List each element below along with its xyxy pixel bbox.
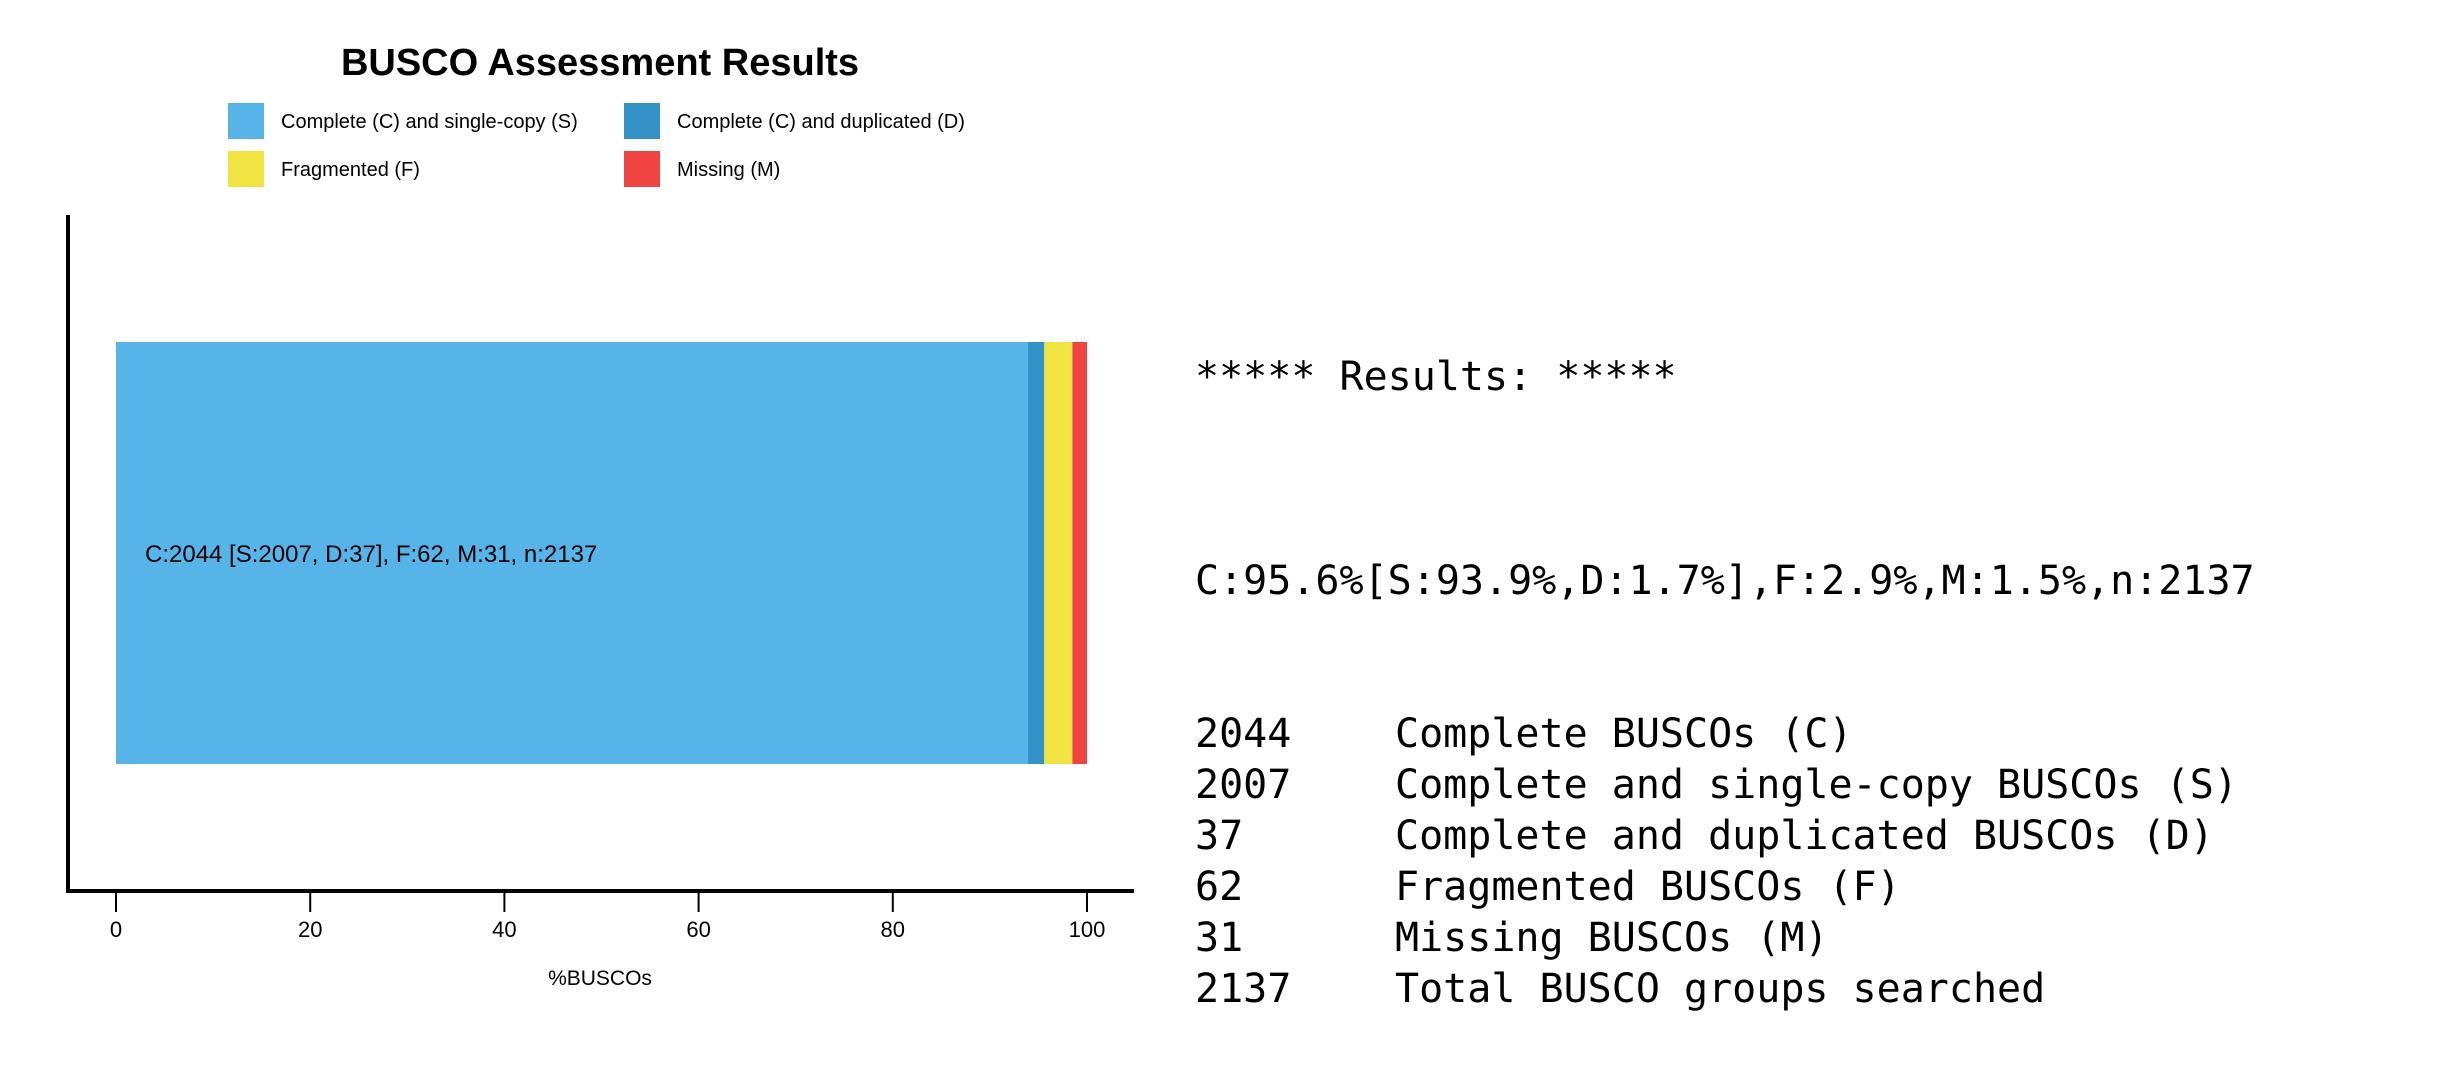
chart-title: BUSCO Assessment Results bbox=[341, 42, 859, 84]
x-tick-label: 100 bbox=[1069, 917, 1106, 942]
busco-chart: BUSCO Assessment Results Complete (C) an… bbox=[66, 42, 1134, 990]
x-axis-ticks: 0 20 40 60 80 100 bbox=[110, 892, 1105, 942]
bar-label: C:2044 [S:2007, D:37], F:62, M:31, n:213… bbox=[145, 541, 597, 568]
results-row: 37 Complete and duplicated BUSCOs (D) bbox=[1195, 811, 2255, 862]
legend-swatch bbox=[228, 151, 264, 187]
results-table: 2044 Complete BUSCOs (C) 2007 Complete and … bbox=[1195, 709, 2255, 1015]
results-row: 62 Fragmented BUSCOs (F) bbox=[1195, 862, 2255, 913]
x-tick-label: 40 bbox=[492, 917, 516, 942]
bar-segment bbox=[1044, 342, 1073, 764]
stacked-bar bbox=[116, 342, 1087, 764]
legend-swatch bbox=[624, 103, 660, 139]
results-count: 2007 bbox=[1195, 762, 1292, 808]
x-tick-label: 80 bbox=[881, 917, 905, 942]
results-row: 2007 Complete and single-copy BUSCOs (S) bbox=[1195, 760, 2255, 811]
results-header: ***** Results: ***** bbox=[1195, 354, 1677, 400]
bar-segment bbox=[1072, 342, 1087, 764]
results-row: 2137 Total BUSCO groups searched bbox=[1195, 964, 2255, 1015]
x-tick-label: 20 bbox=[298, 917, 322, 942]
bar-segment bbox=[116, 342, 1028, 764]
results-count: 2044 bbox=[1195, 711, 1292, 757]
legend-label: Missing (M) bbox=[677, 159, 780, 181]
x-axis-label: %BUSCOs bbox=[548, 967, 652, 990]
legend-label: Fragmented (F) bbox=[281, 159, 420, 181]
results-label: Complete and duplicated BUSCOs (D) bbox=[1395, 813, 2214, 859]
results-label: Fragmented BUSCOs (F) bbox=[1395, 864, 1901, 910]
legend-label: Complete (C) and duplicated (D) bbox=[677, 111, 965, 133]
results-count: 31 bbox=[1195, 915, 1244, 961]
results-label: Complete BUSCOs (C) bbox=[1395, 711, 1853, 757]
bar-segment bbox=[1027, 342, 1045, 764]
results-row: 2044 Complete BUSCOs (C) bbox=[1195, 709, 2255, 760]
x-tick-label: 0 bbox=[110, 917, 122, 942]
x-tick-label: 60 bbox=[686, 917, 710, 942]
results-count: 37 bbox=[1195, 813, 1244, 859]
results-row: 31 Missing BUSCOs (M) bbox=[1195, 913, 2255, 964]
results-summary: C:95.6%[S:93.9%,D:1.7%],F:2.9%,M:1.5%,n:… bbox=[1195, 558, 2255, 604]
results-label: Total BUSCO groups searched bbox=[1395, 966, 2046, 1012]
results-panel: ***** Results: ***** C:95.6%[S:93.9%,D:1… bbox=[1195, 250, 2255, 1066]
results-label: Complete and single-copy BUSCOs (S) bbox=[1395, 762, 2238, 808]
chart-legend: Complete (C) and single-copy (S) Complete… bbox=[228, 103, 965, 187]
results-count: 2137 bbox=[1195, 966, 1292, 1012]
results-label: Missing BUSCOs (M) bbox=[1395, 915, 1829, 961]
legend-swatch bbox=[624, 151, 660, 187]
legend-label: Complete (C) and single-copy (S) bbox=[281, 111, 578, 133]
legend-swatch bbox=[228, 103, 264, 139]
results-count: 62 bbox=[1195, 864, 1244, 910]
